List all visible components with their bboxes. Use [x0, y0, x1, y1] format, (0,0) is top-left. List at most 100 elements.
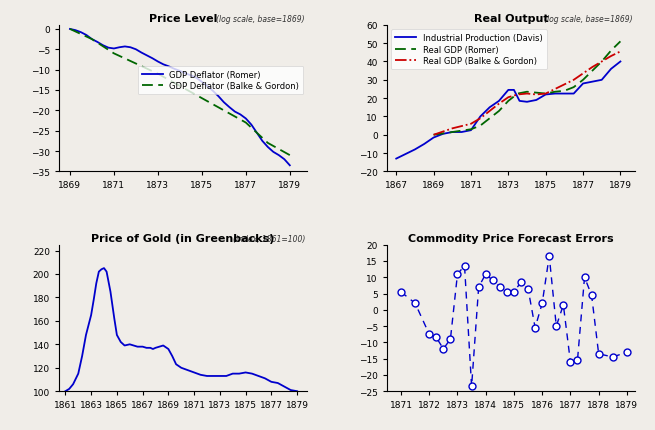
- Industrial Production (Davis): [551, 92, 559, 97]
- Line: Industrial Production (Davis): Industrial Production (Davis): [396, 62, 620, 159]
- Real GDP (Romer): [476, 124, 484, 129]
- Industrial Production (Davis): [616, 60, 624, 65]
- GDP Deflator (Romer): [66, 27, 74, 32]
- Real GDP (Romer): [570, 85, 578, 91]
- GDP Deflator (Romer): [253, 131, 261, 136]
- Real GDP (Balke & Gordon): [449, 126, 457, 132]
- Real GDP (Romer): [598, 60, 606, 65]
- Real GDP (Balke & Gordon): [598, 60, 606, 65]
- Real GDP (Balke & Gordon): [561, 83, 569, 88]
- Line: Real GDP (Balke & Gordon): Real GDP (Balke & Gordon): [434, 52, 620, 135]
- Real GDP (Romer): [533, 91, 540, 96]
- Industrial Production (Davis): [570, 92, 578, 97]
- GDP Deflator (Romer): [187, 74, 195, 79]
- GDP Deflator (Romer): [231, 110, 239, 115]
- GDP Deflator (Romer): [242, 117, 250, 122]
- GDP Deflator (Balke & Gordon): [220, 108, 228, 114]
- Real GDP (Romer): [616, 40, 624, 45]
- Title: Real Output: Real Output: [474, 14, 548, 24]
- Real GDP (Balke & Gordon): [430, 133, 438, 138]
- GDP Deflator (Balke & Gordon): [242, 121, 250, 126]
- GDP Deflator (Romer): [99, 43, 107, 49]
- Real GDP (Romer): [523, 90, 531, 95]
- Real GDP (Balke & Gordon): [523, 92, 531, 97]
- GDP Deflator (Balke & Gordon): [66, 27, 74, 32]
- Real GDP (Balke & Gordon): [579, 72, 587, 77]
- Real GDP (Romer): [514, 92, 521, 97]
- Real GDP (Balke & Gordon): [542, 92, 550, 97]
- Industrial Production (Davis): [392, 157, 400, 162]
- GDP Deflator (Balke & Gordon): [132, 62, 140, 67]
- Real GDP (Romer): [495, 109, 503, 114]
- GDP Deflator (Romer): [204, 84, 212, 89]
- Real GDP (Romer): [430, 133, 438, 138]
- GDP Deflator (Romer): [105, 46, 113, 51]
- GDP Deflator (Romer): [198, 80, 206, 85]
- Industrial Production (Davis): [411, 147, 419, 153]
- GDP Deflator (Romer): [170, 67, 178, 72]
- Real GDP (Balke & Gordon): [551, 87, 559, 92]
- GDP Deflator (Romer): [149, 56, 157, 61]
- GDP Deflator (Balke & Gordon): [198, 96, 206, 101]
- GDP Deflator (Balke & Gordon): [176, 84, 184, 89]
- Industrial Production (Davis): [476, 114, 484, 120]
- GDP Deflator (Romer): [115, 46, 123, 51]
- Line: GDP Deflator (Balke & Gordon): GDP Deflator (Balke & Gordon): [70, 30, 290, 156]
- GDP Deflator (Romer): [88, 37, 96, 43]
- Real GDP (Romer): [551, 90, 559, 95]
- Industrial Production (Davis): [510, 88, 518, 93]
- Industrial Production (Davis): [607, 67, 615, 72]
- Real GDP (Romer): [486, 117, 494, 122]
- Real GDP (Balke & Gordon): [486, 109, 494, 114]
- GDP Deflator (Balke & Gordon): [264, 141, 272, 146]
- Title: Price of Gold (in Greenbacks): Price of Gold (in Greenbacks): [92, 233, 275, 243]
- Real GDP (Balke & Gordon): [514, 93, 521, 98]
- GDP Deflator (Romer): [286, 163, 293, 169]
- Industrial Production (Davis): [588, 80, 596, 85]
- Title: Commodity Price Forecast Errors: Commodity Price Forecast Errors: [408, 233, 614, 243]
- GDP Deflator (Romer): [258, 139, 266, 144]
- Industrial Production (Davis): [495, 99, 503, 104]
- GDP Deflator (Romer): [77, 31, 85, 36]
- GDP Deflator (Romer): [159, 63, 167, 68]
- Industrial Production (Davis): [533, 98, 540, 103]
- Text: (log scale, base=1869): (log scale, base=1869): [544, 15, 633, 25]
- GDP Deflator (Romer): [193, 76, 200, 81]
- GDP Deflator (Romer): [236, 113, 244, 118]
- Text: (index, 1861=100): (index, 1861=100): [233, 235, 305, 244]
- Industrial Production (Davis): [504, 88, 512, 93]
- Real GDP (Balke & Gordon): [607, 54, 615, 59]
- Real GDP (Balke & Gordon): [504, 95, 512, 101]
- GDP Deflator (Romer): [181, 71, 189, 77]
- GDP Deflator (Romer): [248, 123, 255, 128]
- Industrial Production (Davis): [523, 100, 531, 105]
- GDP Deflator (Romer): [83, 34, 90, 39]
- GDP Deflator (Balke & Gordon): [154, 72, 162, 77]
- Industrial Production (Davis): [598, 78, 606, 83]
- Real GDP (Romer): [542, 92, 550, 97]
- Text: (log scale, base=1869): (log scale, base=1869): [216, 15, 305, 25]
- GDP Deflator (Romer): [121, 45, 129, 50]
- Real GDP (Romer): [561, 89, 569, 94]
- Industrial Production (Davis): [458, 130, 466, 135]
- Industrial Production (Davis): [430, 135, 438, 141]
- GDP Deflator (Romer): [94, 40, 102, 46]
- GDP Deflator (Romer): [275, 153, 283, 158]
- Real GDP (Balke & Gordon): [588, 65, 596, 71]
- Real GDP (Balke & Gordon): [495, 102, 503, 107]
- Real GDP (Balke & Gordon): [476, 117, 484, 122]
- GDP Deflator (Romer): [214, 94, 222, 99]
- Real GDP (Balke & Gordon): [616, 50, 624, 55]
- Industrial Production (Davis): [439, 132, 447, 137]
- GDP Deflator (Romer): [138, 51, 145, 56]
- GDP Deflator (Balke & Gordon): [110, 52, 118, 57]
- GDP Deflator (Romer): [280, 157, 288, 163]
- Line: GDP Deflator (Romer): GDP Deflator (Romer): [70, 30, 290, 166]
- Industrial Production (Davis): [449, 130, 457, 135]
- GDP Deflator (Romer): [225, 105, 233, 111]
- Real GDP (Romer): [579, 78, 587, 83]
- Legend: GDP Deflator (Romer), GDP Deflator (Balke & Gordon): GDP Deflator (Romer), GDP Deflator (Balk…: [138, 67, 303, 95]
- GDP Deflator (Romer): [154, 60, 162, 65]
- GDP Deflator (Romer): [126, 46, 134, 51]
- Legend: Industrial Production (Davis), Real GDP (Romer), Real GDP (Balke & Gordon): Industrial Production (Davis), Real GDP …: [391, 30, 547, 70]
